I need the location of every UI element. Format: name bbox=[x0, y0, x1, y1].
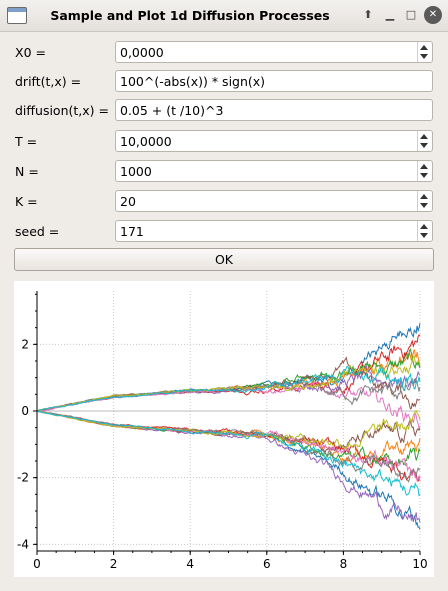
spin-down-icon[interactable] bbox=[420, 203, 428, 208]
spin-up-icon[interactable] bbox=[420, 164, 428, 169]
x-tick-label: 0 bbox=[33, 557, 41, 571]
shade-icon[interactable]: ⬆ bbox=[363, 8, 373, 21]
spin-down-icon[interactable] bbox=[420, 54, 428, 59]
x0-value: 0,0000 bbox=[120, 45, 164, 60]
diffusion-paths-chart: 0 2 4 6 8 10 -4 -2 0 2 bbox=[17, 291, 428, 571]
x0-spin-buttons[interactable] bbox=[417, 42, 432, 62]
k-spin-buttons[interactable] bbox=[417, 191, 432, 211]
ok-button[interactable]: OK bbox=[14, 248, 434, 271]
t-spin-buttons[interactable] bbox=[417, 131, 432, 151]
x-tick-label: 6 bbox=[263, 557, 271, 571]
spin-down-icon[interactable] bbox=[420, 143, 428, 148]
spin-down-icon[interactable] bbox=[420, 233, 428, 238]
path-line-3 bbox=[36, 347, 421, 412]
minimize-icon[interactable]: ▁ bbox=[385, 8, 395, 21]
path-line-20 bbox=[36, 410, 421, 497]
plot-canvas: 0 2 4 6 8 10 -4 -2 0 2 bbox=[14, 281, 434, 577]
seed-spin-buttons[interactable] bbox=[417, 221, 432, 241]
t-spinbox[interactable]: 10,0000 bbox=[115, 130, 433, 152]
diffusion-input[interactable]: 0.05 + (t /10)^3 bbox=[115, 99, 433, 121]
close-icon[interactable]: ✕ bbox=[424, 6, 442, 24]
path-line-19 bbox=[36, 409, 421, 450]
path-line-8 bbox=[36, 377, 421, 412]
y-tick-label: -2 bbox=[17, 471, 29, 485]
x-tick-label: 10 bbox=[412, 557, 427, 571]
spin-up-icon[interactable] bbox=[420, 45, 428, 50]
spin-up-icon[interactable] bbox=[420, 194, 428, 199]
x-tick-label: 8 bbox=[340, 557, 348, 571]
x0-label: X0 = bbox=[15, 45, 46, 60]
spin-up-icon[interactable] bbox=[420, 134, 428, 139]
x-tick-label: 4 bbox=[186, 557, 194, 571]
maximize-icon[interactable]: □ bbox=[405, 8, 417, 21]
drift-label: drift(t,x) = bbox=[15, 74, 82, 89]
y-tick-label: 2 bbox=[21, 337, 29, 351]
diffusion-label: diffusion(t,x) = bbox=[15, 103, 109, 118]
seed-label: seed = bbox=[15, 224, 60, 239]
t-label: T = bbox=[15, 134, 38, 149]
seed-spinbox[interactable]: 171 bbox=[115, 220, 433, 242]
k-spinbox[interactable]: 20 bbox=[115, 190, 433, 212]
x0-spinbox[interactable]: 0,0000 bbox=[115, 41, 433, 63]
n-value: 1000 bbox=[120, 164, 152, 179]
spin-down-icon[interactable] bbox=[420, 173, 428, 178]
n-spin-buttons[interactable] bbox=[417, 161, 432, 181]
y-tick-label: 0 bbox=[21, 404, 29, 418]
seed-value: 171 bbox=[120, 224, 144, 239]
path-line-13 bbox=[36, 410, 421, 470]
t-value: 10,0000 bbox=[120, 134, 172, 149]
path-line-10 bbox=[36, 365, 421, 412]
path-line-7 bbox=[36, 381, 421, 430]
k-label: K = bbox=[15, 194, 38, 209]
window-app-icon[interactable] bbox=[7, 7, 27, 24]
spin-up-icon[interactable] bbox=[420, 224, 428, 229]
title-bar: Sample and Plot 1d Diffusion Processes ⬆… bbox=[0, 0, 448, 32]
n-label: N = bbox=[15, 164, 39, 179]
k-value: 20 bbox=[120, 194, 136, 209]
x-tick-label: 2 bbox=[110, 557, 118, 571]
drift-value: 100^(-abs(x)) * sign(x) bbox=[120, 74, 266, 89]
window-title: Sample and Plot 1d Diffusion Processes bbox=[50, 8, 330, 23]
diffusion-value: 0.05 + (t /10)^3 bbox=[120, 103, 224, 118]
y-tick-label: -4 bbox=[17, 537, 29, 551]
n-spinbox[interactable]: 1000 bbox=[115, 160, 433, 182]
path-line-2 bbox=[36, 349, 421, 412]
drift-input[interactable]: 100^(-abs(x)) * sign(x) bbox=[115, 70, 433, 92]
